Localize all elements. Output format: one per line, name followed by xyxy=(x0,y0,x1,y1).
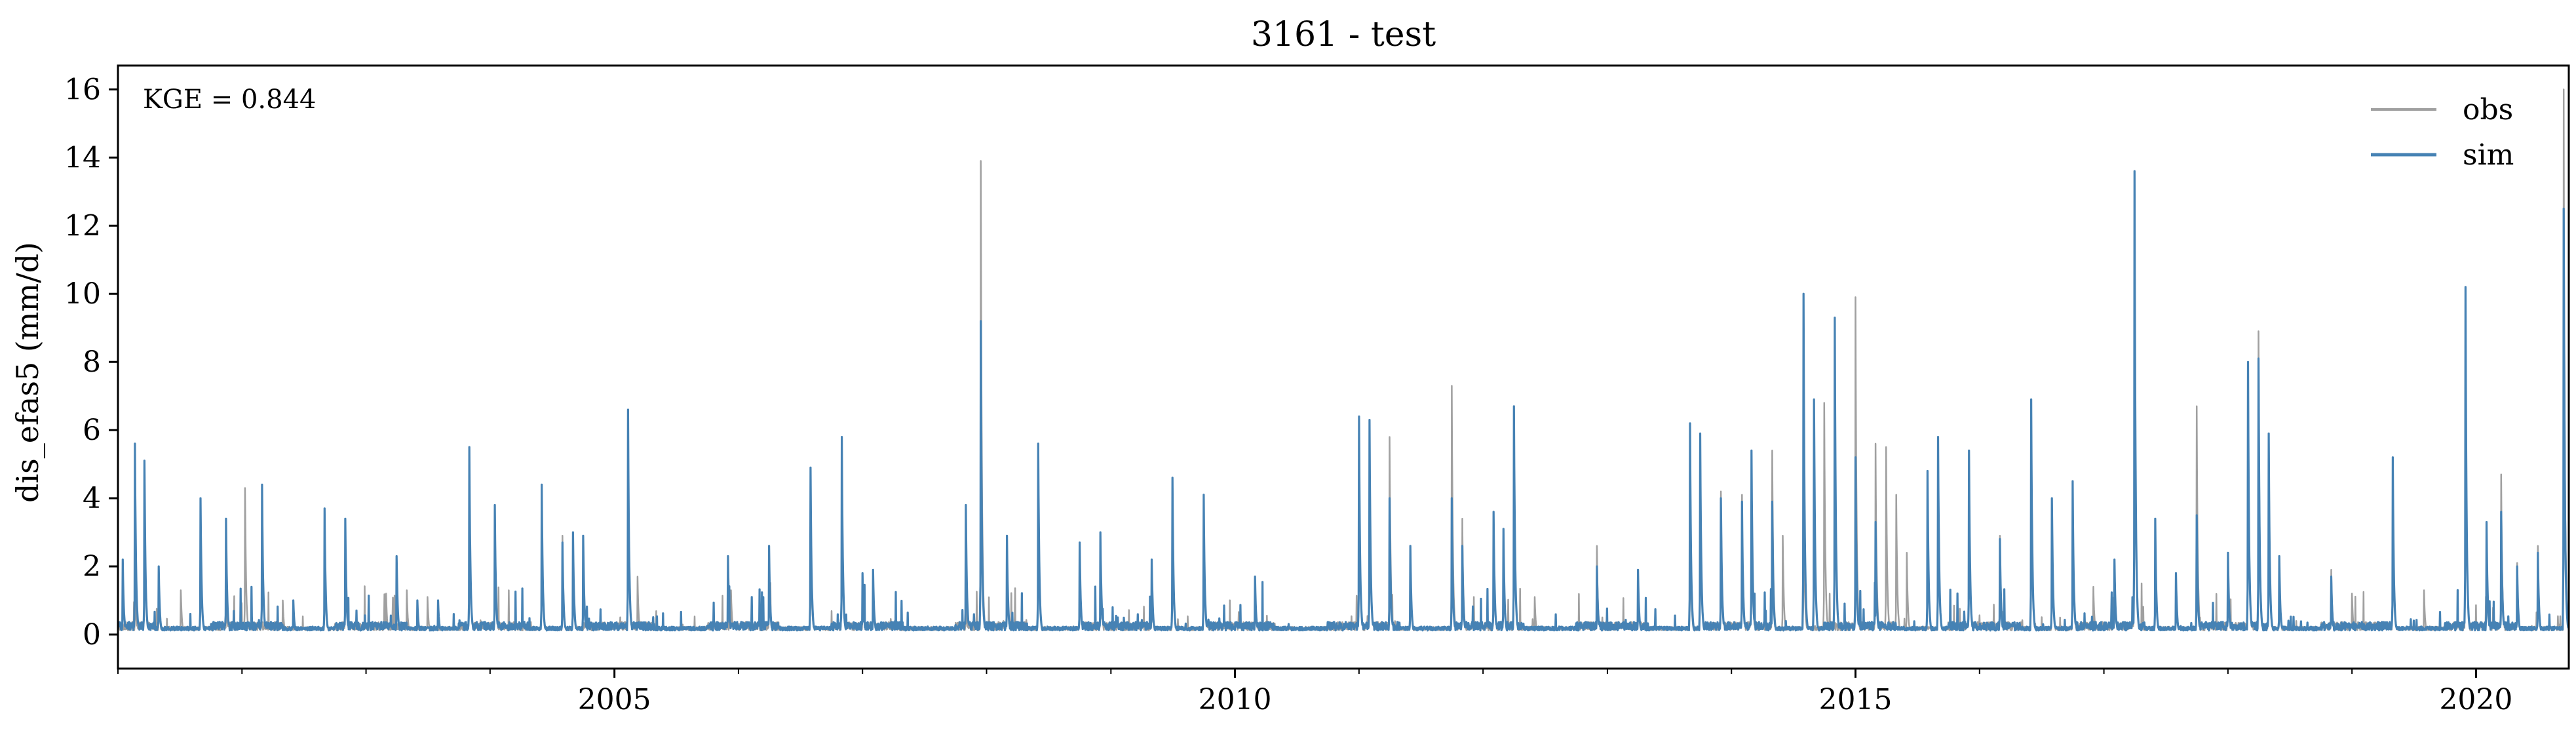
y-tick-label: 14 xyxy=(64,141,101,174)
x-tick-label: 2015 xyxy=(1819,683,1893,716)
plot-area: 0 2 4 6 8 10 12 14 16 2005 2010 2015 2020 KGE = 0.8… xyxy=(64,64,2570,716)
series-group xyxy=(118,88,2569,632)
y-axis-label: dis_efas5 (mm/d) xyxy=(10,242,45,503)
legend-label-obs: obs xyxy=(2463,93,2513,127)
plot-frame xyxy=(117,64,2570,670)
series-line-obs xyxy=(118,88,2569,632)
y-tick-label: 6 xyxy=(83,414,101,447)
x-tick-label: 2005 xyxy=(578,683,651,716)
y-tick-label: 8 xyxy=(83,345,101,379)
x-tick-label: 2020 xyxy=(2439,683,2512,716)
y-tick-label: 10 xyxy=(64,277,101,311)
legend-label-sim: sim xyxy=(2463,138,2514,172)
legend: obs sim xyxy=(2371,93,2514,172)
y-tick-label: 0 xyxy=(83,618,101,652)
y-tick-label: 4 xyxy=(83,482,101,515)
series-line-sim xyxy=(118,170,2569,632)
x-axis: 2005 2010 2015 2020 xyxy=(117,669,2512,716)
y-tick-label: 2 xyxy=(83,550,101,583)
y-tick-label: 16 xyxy=(64,73,101,106)
kge-annotation: KGE = 0.844 xyxy=(143,85,317,115)
x-tick-label: 2010 xyxy=(1199,683,1272,716)
y-tick-label: 12 xyxy=(64,209,101,243)
y-axis: 0 2 4 6 8 10 12 14 16 xyxy=(64,73,118,652)
chart-title: 3161 - test xyxy=(1251,15,1436,54)
